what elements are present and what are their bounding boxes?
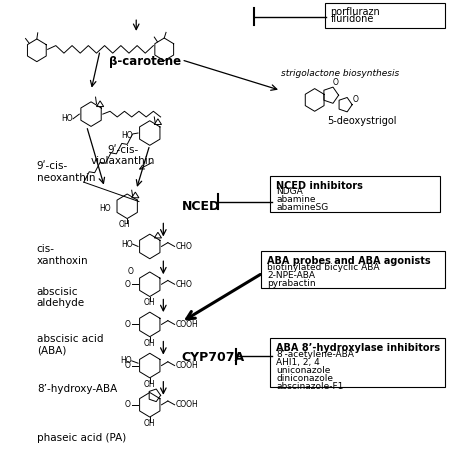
Text: 9ʹ-cis-
neoxanthin: 9ʹ-cis- neoxanthin <box>37 161 95 183</box>
Text: ABA 8’-hydroxylase inhibitors: ABA 8’-hydroxylase inhibitors <box>276 343 440 353</box>
Text: NCED inhibitors: NCED inhibitors <box>276 181 363 191</box>
Text: pyrabactin: pyrabactin <box>267 279 316 288</box>
Text: abamine: abamine <box>276 195 316 204</box>
Text: 8’-acetylene-ABA: 8’-acetylene-ABA <box>276 350 354 359</box>
Text: COOH: COOH <box>176 361 199 370</box>
Text: cis-
xanthoxin: cis- xanthoxin <box>37 244 89 266</box>
Text: AHI1, 2, 4: AHI1, 2, 4 <box>276 358 320 367</box>
Text: O: O <box>333 78 339 87</box>
Text: HO: HO <box>61 114 73 123</box>
Text: OH: OH <box>144 380 155 389</box>
Text: OH: OH <box>119 220 131 229</box>
Text: 9ʹ-cis-
violaxanthin: 9ʹ-cis- violaxanthin <box>91 145 155 166</box>
Text: abscisic acid
(ABA): abscisic acid (ABA) <box>37 334 103 356</box>
Text: norflurazn: norflurazn <box>330 7 380 17</box>
Text: abscinazole-F1: abscinazole-F1 <box>276 382 344 391</box>
Text: abamineSG: abamineSG <box>276 203 328 212</box>
Text: CYP707A: CYP707A <box>182 351 245 364</box>
FancyBboxPatch shape <box>325 2 445 28</box>
Text: OH: OH <box>144 299 155 308</box>
Text: OH: OH <box>144 338 155 347</box>
Text: COOH: COOH <box>176 320 199 329</box>
FancyBboxPatch shape <box>270 338 445 387</box>
Text: HO: HO <box>121 131 133 140</box>
Text: HO: HO <box>99 204 110 213</box>
Text: OH: OH <box>144 419 155 428</box>
Text: strigolactone biosynthesis: strigolactone biosynthesis <box>281 70 399 79</box>
Text: COOH: COOH <box>176 400 199 409</box>
Text: NDGA: NDGA <box>276 187 303 196</box>
Text: HO: HO <box>120 356 132 365</box>
Text: ABA probes and ABA agonists: ABA probes and ABA agonists <box>267 256 431 266</box>
Text: 2-NPE-ABA: 2-NPE-ABA <box>267 271 315 280</box>
Text: O: O <box>125 400 130 409</box>
Text: CHO: CHO <box>176 242 193 251</box>
Text: fluridone: fluridone <box>330 14 374 24</box>
Text: CHO: CHO <box>176 280 193 289</box>
Text: HO: HO <box>121 239 133 248</box>
Text: 5-deoxystrigol: 5-deoxystrigol <box>328 117 397 127</box>
FancyBboxPatch shape <box>270 175 440 212</box>
Text: O: O <box>125 320 130 329</box>
Text: 8’-hydroxy-ABA: 8’-hydroxy-ABA <box>37 383 117 393</box>
Text: NCED: NCED <box>182 200 219 213</box>
Text: β-carotene: β-carotene <box>109 55 182 68</box>
Text: biotinylated bicyclic ABA: biotinylated bicyclic ABA <box>267 263 380 272</box>
Text: O: O <box>125 361 130 370</box>
Text: O: O <box>128 267 134 276</box>
Text: O: O <box>352 95 358 104</box>
Text: uniconazole: uniconazole <box>276 366 331 375</box>
Text: abscisic
aldehyde: abscisic aldehyde <box>37 287 85 308</box>
Text: phaseic acid (PA): phaseic acid (PA) <box>37 433 126 443</box>
Text: diniconazole: diniconazole <box>276 374 333 383</box>
Text: O: O <box>125 280 130 289</box>
FancyBboxPatch shape <box>261 251 445 288</box>
